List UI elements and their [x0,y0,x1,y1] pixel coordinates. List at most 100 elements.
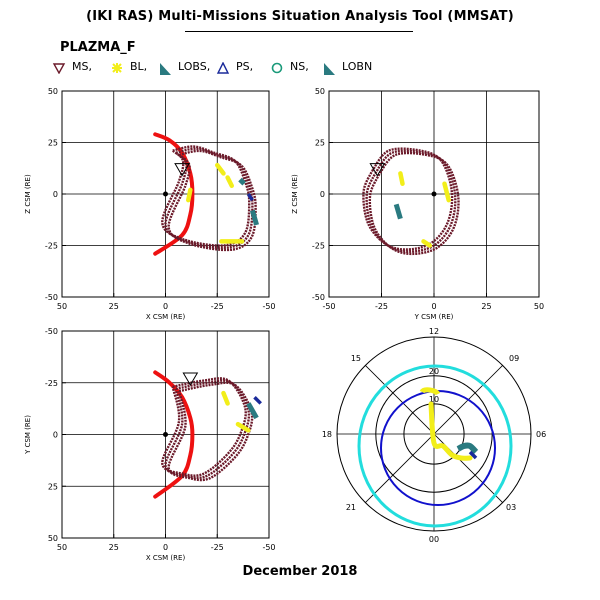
y-tick-label: 25 [48,482,58,491]
x-tick-label: 0 [163,543,168,552]
y-tick-label: 50 [315,87,325,96]
boundary-layer-segment [215,162,226,176]
x-axis-label: Y CSM (RE) [414,313,454,321]
x-tick-label: 0 [431,302,436,311]
y-tick-label: -25 [45,379,58,388]
boundary-layer-segment [225,175,234,189]
y-tick-label: -50 [45,293,58,302]
y-tick-label: 25 [315,139,325,148]
y-axis-label: Z CSM (RE) [24,174,32,214]
x-tick-label: -25 [211,302,224,311]
lobe-segment [250,209,259,226]
orbit-ms-trace [365,149,457,253]
star-icon [112,63,122,73]
plot-panel-polar: 12 09 06 03 00 21 18 15 10 20 [322,327,546,544]
y-axis-label: Z CSM (RE) [291,174,299,214]
footer-date: December 2018 [242,564,358,579]
lobe-segment [238,177,246,186]
legend-label: LOBS, [178,60,211,73]
x-tick-label: 50 [57,302,67,311]
plot-panel-yz: -50 -25 0 25 50 -50 -25 0 25 50 Y CSM (RE) Z CSM (R… [291,87,544,321]
y-tick-label: 50 [48,87,58,96]
y-tick-label: 25 [48,139,58,148]
earth-marker [431,191,437,197]
hour-label: 03 [506,503,516,512]
x-axis-label: X CSM (RE) [146,554,186,562]
orbit-ms-trace [167,381,254,482]
circle-icon [271,62,283,74]
boundary-layer-segment [186,187,193,203]
title-underline [185,31,413,32]
y-tick-label: -50 [45,327,58,336]
y-tick-label: -25 [45,242,58,251]
x-tick-label: -50 [262,543,275,552]
x-tick-label: 50 [534,302,544,311]
x-tick-label: 25 [481,302,491,311]
boundary-layer-segment [398,171,405,186]
lobe-segment [393,203,403,220]
x-tick-label: -25 [375,302,388,311]
hour-label: 21 [346,503,356,512]
x-tick-label: -25 [211,543,224,552]
legend-label: LOBN [342,60,373,73]
hour-label: 06 [536,430,546,439]
hour-label: 00 [429,535,439,544]
mission-name: PLAZMA_F [60,40,136,55]
polar-bl-trace [428,401,473,461]
triangle-up-icon [216,62,230,74]
polar-lobe-trace [456,442,479,455]
polar-outer-ring [357,364,513,528]
plasma-sheet-segment [253,396,262,405]
hour-label: 15 [351,354,361,363]
boundary-layer-segment [421,239,433,248]
polar-ps-trace [468,450,478,460]
x-tick-label: -50 [262,302,275,311]
page-title: (IKI RAS) Multi-Missions Situation Analy… [86,9,514,24]
boundary-layer-segment [235,421,251,433]
orbit-start-marker [174,163,190,177]
orbit-ms-trace [167,149,257,252]
polar-bl-trace [419,387,441,396]
boundary-layer-segment [221,390,230,406]
legend-label: PS, [236,60,254,73]
legend-label: MS, [72,60,92,73]
y-axis-label: Y CSM (RE) [24,415,32,455]
plot-panel-xy: 50 25 0 -25 -50 50 25 0 -25 -50 X CSM (RE) Y CSM (R… [24,327,276,562]
orbit-start-marker [369,163,386,177]
plasma-sheet-segment [246,193,254,202]
orbit-ms-trace [164,379,251,480]
boundary-layer-segment [442,181,451,203]
hour-label: 18 [322,430,332,439]
y-tick-label: 50 [48,534,58,543]
y-tick-label: -25 [312,242,325,251]
hour-label: 09 [509,354,519,363]
x-tick-label: 0 [163,302,168,311]
x-tick-label: 50 [57,543,67,552]
y-tick-label: 0 [320,190,325,199]
legend-label: BL, [130,60,148,73]
ring-label: 10 [429,395,439,404]
legend-label: NS, [290,60,309,73]
y-tick-label: -50 [312,293,325,302]
orbit-ms-trace [161,377,247,477]
orbit-start-marker [182,372,199,386]
x-tick-label: 25 [109,543,119,552]
wedge-icon [160,63,171,75]
y-tick-label: 0 [53,190,58,199]
bow-shock-curve [153,132,195,256]
earth-marker [163,432,168,437]
triangle-down-icon [52,63,66,74]
hour-label: 12 [429,327,439,336]
orbit-ms-trace [368,151,460,256]
lobe-segment [246,402,259,420]
legend: MS, BL, LOBS, PS, NS, LOBN [52,60,572,82]
x-axis-label: X CSM (RE) [146,313,186,321]
ring-label: 20 [429,367,439,376]
x-tick-label: 25 [109,302,119,311]
wedge-icon [324,63,335,75]
earth-marker [163,191,168,197]
y-tick-label: 0 [53,431,58,440]
plot-panel-xz: 50 25 0 -25 -50 -50 -25 0 25 50 X CSM (RE) Z CSM (R… [24,87,276,321]
orbit-ms-trace [362,147,454,251]
